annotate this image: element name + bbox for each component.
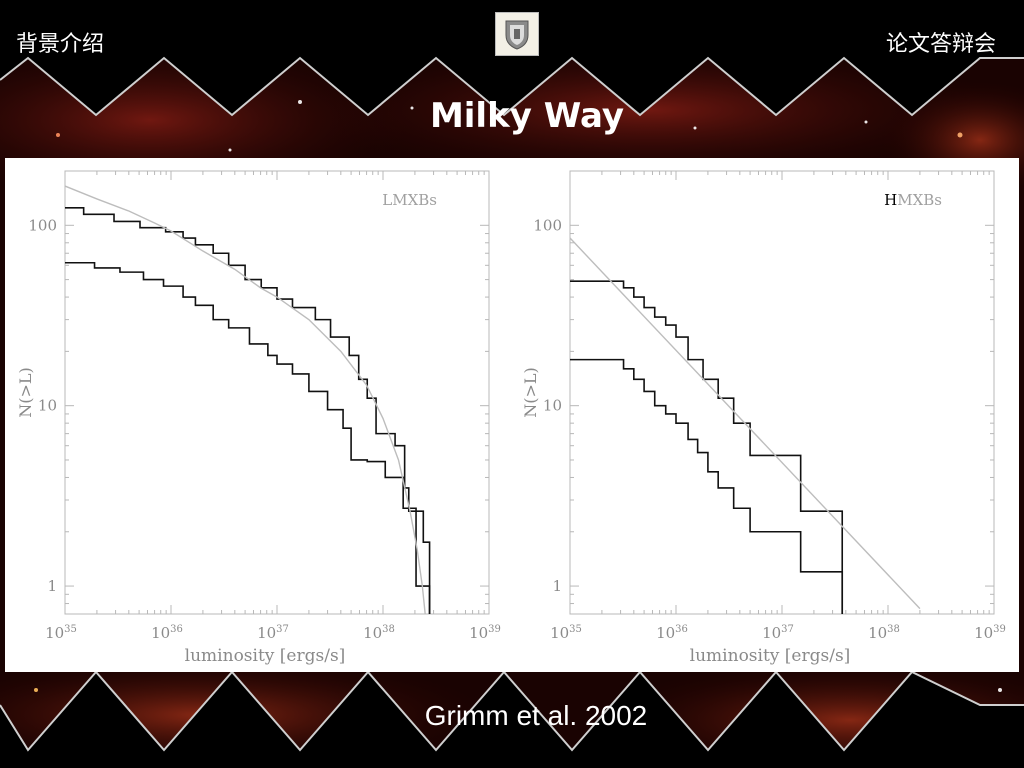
y-tick-label: 10	[543, 397, 562, 415]
x-tick-label: 1035	[45, 624, 77, 642]
y-tick-label: 10	[38, 397, 57, 415]
series-line-1	[65, 207, 431, 614]
y-tick-label: 1	[552, 577, 562, 595]
slide-title: Milky Way	[429, 96, 625, 136]
x-tick-label: 1036	[656, 624, 688, 642]
x-axis-label: luminosity [ergs/s]	[185, 646, 346, 666]
x-tick-label: 1038	[363, 624, 395, 642]
series-line-2	[65, 261, 431, 614]
university-crest-icon	[495, 12, 539, 56]
panel-label: LMXBs	[382, 191, 437, 209]
x-tick-label: 1037	[257, 624, 289, 642]
plot-frame	[569, 170, 995, 615]
x-tick-label: 1038	[868, 624, 900, 642]
y-axis-label: N(>L)	[16, 367, 35, 418]
header-right-label: 论文答辩会	[885, 32, 996, 57]
citation-text: Grimm et al. 2002	[424, 700, 648, 731]
series-line-2	[570, 358, 844, 614]
x-tick-label: 1036	[151, 624, 183, 642]
panel-label: HMXBs	[884, 191, 942, 209]
hmxb-chart: 1035 1036 1037 1038 1039 1 10 100 luminosity [er…	[521, 170, 1006, 666]
x-tick-label: 1035	[550, 624, 582, 642]
x-tick-label: 1039	[974, 624, 1006, 642]
x-axis-label: luminosity [ergs/s]	[690, 646, 851, 666]
model-fit-line	[569, 237, 921, 610]
x-tick-label: 1039	[469, 624, 501, 642]
y-tick-label: 1	[47, 577, 57, 595]
chart-panel: 1035 1036 1037 1038 1039 1 10 100 luminosity [er…	[5, 158, 1019, 672]
y-tick-label: 100	[28, 216, 57, 234]
y-axis-label: N(>L)	[521, 367, 540, 418]
model-fit-line	[64, 185, 426, 615]
x-tick-label: 1037	[762, 624, 794, 642]
header-left-label: 背景介绍	[16, 32, 105, 57]
plot-frame	[64, 170, 490, 615]
lmxb-chart: 1035 1036 1037 1038 1039 1 10 100 luminosity [er…	[16, 170, 501, 666]
y-tick-label: 100	[533, 216, 562, 234]
